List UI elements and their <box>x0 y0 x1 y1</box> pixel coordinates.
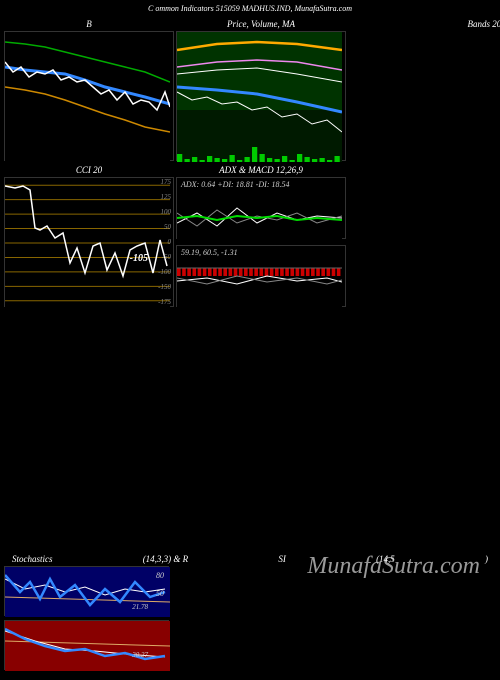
empty-r2c3 <box>348 163 500 307</box>
stochastics-section: Stochastics (14,3,3) & R SI (14,5 ) 80 5… <box>4 552 496 670</box>
bands-title: Bands 20,2 <box>348 17 500 31</box>
price-ma-title: Price, Volume, MA <box>176 17 346 31</box>
adx-chart: ADX: 0.64 +DI: 18.81 -DI: 18.54 <box>176 177 346 239</box>
bands-cell: Bands 20,2 <box>348 17 500 161</box>
stoch-top-chart: 80 50 21.78 <box>4 566 169 616</box>
header-text: ommon Indicators 515059 MADHUS.IND, Muna… <box>155 4 352 13</box>
stoch-title-left: Stochastics <box>12 554 53 564</box>
stoch-top-80: 80 <box>156 571 164 580</box>
stochastics-title-row: Stochastics (14,3,3) & R SI (14,5 ) <box>4 552 496 566</box>
stoch-title-mid2: SI <box>278 554 286 564</box>
chart-grid: B Price, Volume, MA Bands 20,2 CCI 20 17… <box>0 17 500 309</box>
price-ma-chart <box>176 31 346 161</box>
cci-chart: 175125100500-50-100-150-175 -105 <box>4 177 174 307</box>
cci-title: CCI 20 <box>4 163 174 177</box>
cci-y-labels: 175125100500-50-100-150-175 <box>158 178 171 306</box>
header-prefix: C <box>148 4 153 13</box>
cci-highlight: -105 <box>130 253 148 264</box>
stoch-title-mid: (14,3,3) & R <box>143 554 189 564</box>
macd-label: 59.19, 60.5, -1.31 <box>181 248 238 257</box>
bollinger-cell: B <box>4 17 174 161</box>
adx-label: ADX: 0.64 +DI: 18.81 -DI: 18.54 <box>181 180 290 189</box>
stoch-title-end: ) <box>485 554 488 564</box>
adx-macd-cell: ADX & MACD 12,26,9 ADX: 0.64 +DI: 18.81 … <box>176 163 346 307</box>
stoch-title-right: (14,5 <box>376 554 395 564</box>
adx-macd-title: ADX & MACD 12,26,9 <box>176 163 346 177</box>
stoch-bot-note: 30.27 <box>132 651 148 659</box>
page-header: C ommon Indicators 515059 MADHUS.IND, Mu… <box>0 0 500 17</box>
bollinger-title: B <box>4 17 174 31</box>
stoch-bot-chart: 30.27 <box>4 620 169 670</box>
macd-chart: 59.19, 60.5, -1.31 <box>176 245 346 307</box>
bollinger-chart <box>4 31 174 161</box>
cci-cell: CCI 20 175125100500-50-100-150-175 -105 <box>4 163 174 307</box>
stoch-top-50: 50 <box>156 589 164 598</box>
stoch-top-note: 21.78 <box>132 603 148 611</box>
price-ma-cell: Price, Volume, MA <box>176 17 346 161</box>
